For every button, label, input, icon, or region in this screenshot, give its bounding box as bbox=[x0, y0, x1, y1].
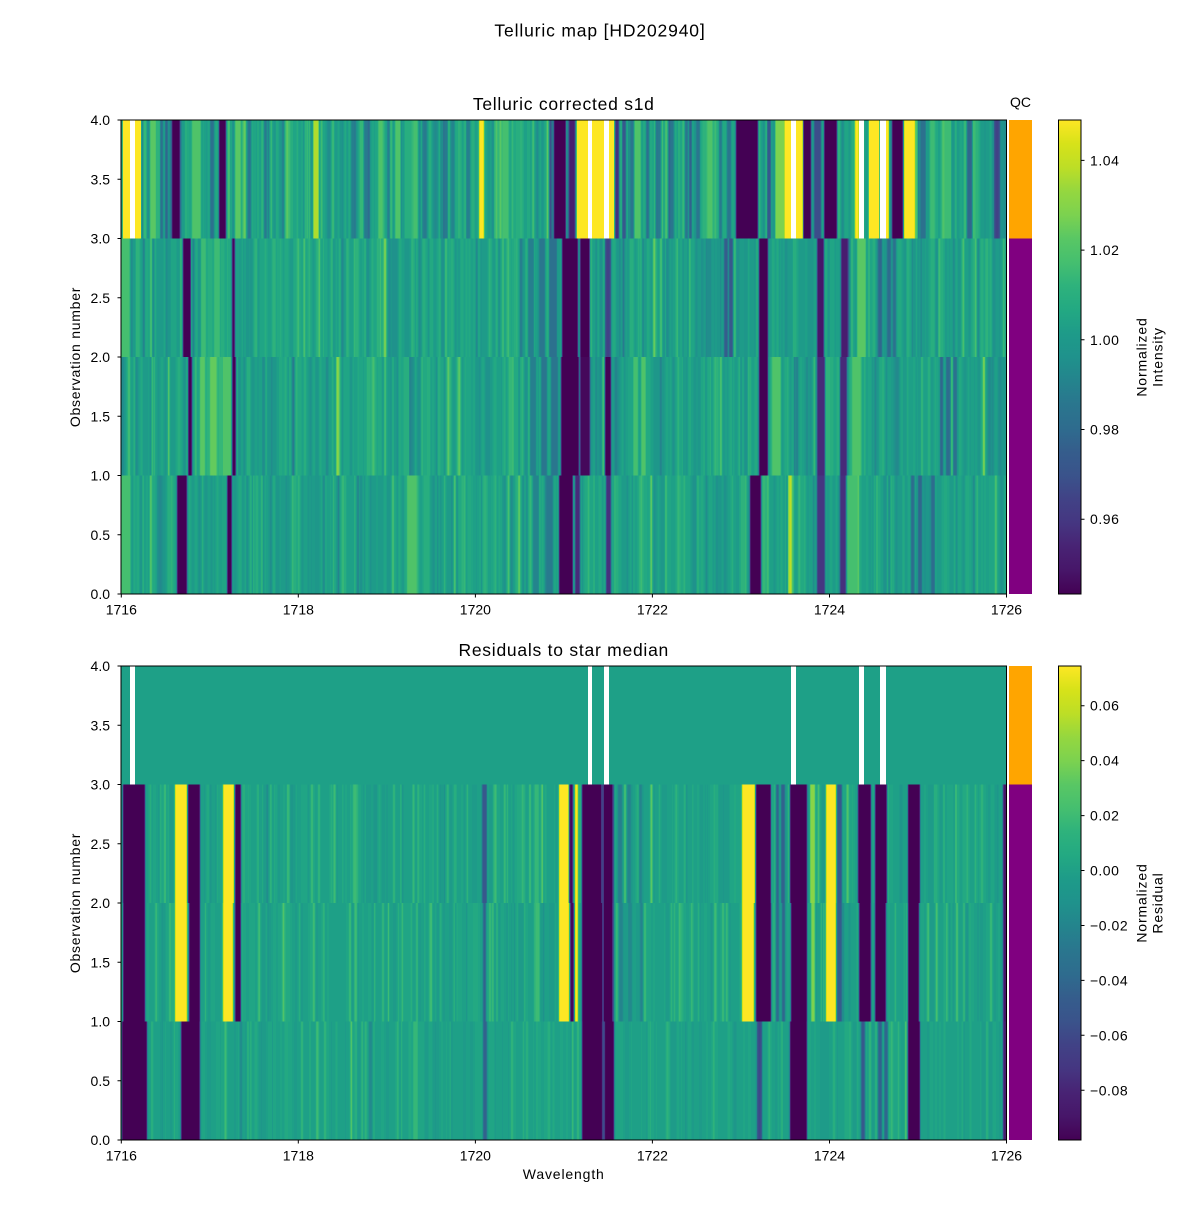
svg-text:Normalized: Normalized bbox=[1134, 863, 1150, 942]
svg-text:1.02: 1.02 bbox=[1090, 242, 1119, 258]
svg-text:Residual: Residual bbox=[1150, 872, 1166, 933]
svg-text:1720: 1720 bbox=[460, 1148, 491, 1164]
svg-text:QC: QC bbox=[1010, 94, 1031, 110]
svg-text:Observation number: Observation number bbox=[67, 287, 83, 427]
svg-text:Intensity: Intensity bbox=[1150, 327, 1166, 387]
svg-text:2.5: 2.5 bbox=[91, 290, 111, 306]
svg-text:4.0: 4.0 bbox=[91, 112, 111, 128]
svg-text:0.98: 0.98 bbox=[1090, 422, 1119, 438]
svg-text:−0.02: −0.02 bbox=[1090, 917, 1128, 933]
svg-text:Normalized: Normalized bbox=[1134, 317, 1150, 396]
svg-text:1.0: 1.0 bbox=[91, 1014, 111, 1030]
svg-text:1.0: 1.0 bbox=[91, 468, 111, 484]
svg-text:1716: 1716 bbox=[106, 602, 137, 618]
svg-text:1722: 1722 bbox=[637, 602, 668, 618]
svg-text:−0.06: −0.06 bbox=[1090, 1027, 1128, 1043]
svg-text:2.5: 2.5 bbox=[91, 836, 111, 852]
svg-text:Telluric map [HD202940]: Telluric map [HD202940] bbox=[494, 20, 705, 40]
svg-text:4.0: 4.0 bbox=[91, 658, 111, 674]
svg-text:−0.04: −0.04 bbox=[1090, 972, 1128, 988]
svg-text:0.00: 0.00 bbox=[1090, 863, 1119, 879]
svg-text:1718: 1718 bbox=[283, 602, 314, 618]
svg-text:2.0: 2.0 bbox=[91, 349, 111, 365]
svg-text:2.0: 2.0 bbox=[91, 895, 111, 911]
svg-text:0.5: 0.5 bbox=[91, 1073, 111, 1089]
svg-text:0.5: 0.5 bbox=[91, 527, 111, 543]
svg-text:1724: 1724 bbox=[814, 602, 845, 618]
svg-text:3.5: 3.5 bbox=[91, 717, 111, 733]
svg-text:Telluric corrected s1d: Telluric corrected s1d bbox=[473, 94, 655, 114]
svg-text:3.5: 3.5 bbox=[91, 171, 111, 187]
svg-text:0.06: 0.06 bbox=[1090, 698, 1119, 714]
svg-text:0.02: 0.02 bbox=[1090, 808, 1119, 824]
svg-text:−0.08: −0.08 bbox=[1090, 1082, 1128, 1098]
svg-text:3.0: 3.0 bbox=[91, 231, 111, 247]
svg-text:1722: 1722 bbox=[637, 1148, 668, 1164]
svg-text:1.04: 1.04 bbox=[1090, 152, 1119, 168]
svg-text:1726: 1726 bbox=[991, 602, 1022, 618]
svg-text:3.0: 3.0 bbox=[91, 777, 111, 793]
svg-text:1.5: 1.5 bbox=[91, 408, 111, 424]
svg-text:1716: 1716 bbox=[106, 1148, 137, 1164]
svg-text:1724: 1724 bbox=[814, 1148, 845, 1164]
svg-text:1720: 1720 bbox=[460, 602, 491, 618]
svg-text:0.0: 0.0 bbox=[91, 586, 111, 602]
svg-text:0.96: 0.96 bbox=[1090, 511, 1119, 527]
svg-text:Observation number: Observation number bbox=[67, 833, 83, 973]
svg-text:1726: 1726 bbox=[991, 1148, 1022, 1164]
svg-text:1.5: 1.5 bbox=[91, 954, 111, 970]
svg-text:Wavelength: Wavelength bbox=[523, 1166, 605, 1182]
svg-text:Residuals to star median: Residuals to star median bbox=[458, 640, 669, 660]
svg-text:0.04: 0.04 bbox=[1090, 753, 1119, 769]
svg-text:0.0: 0.0 bbox=[91, 1132, 111, 1148]
svg-text:1.00: 1.00 bbox=[1090, 332, 1119, 348]
svg-text:1718: 1718 bbox=[283, 1148, 314, 1164]
